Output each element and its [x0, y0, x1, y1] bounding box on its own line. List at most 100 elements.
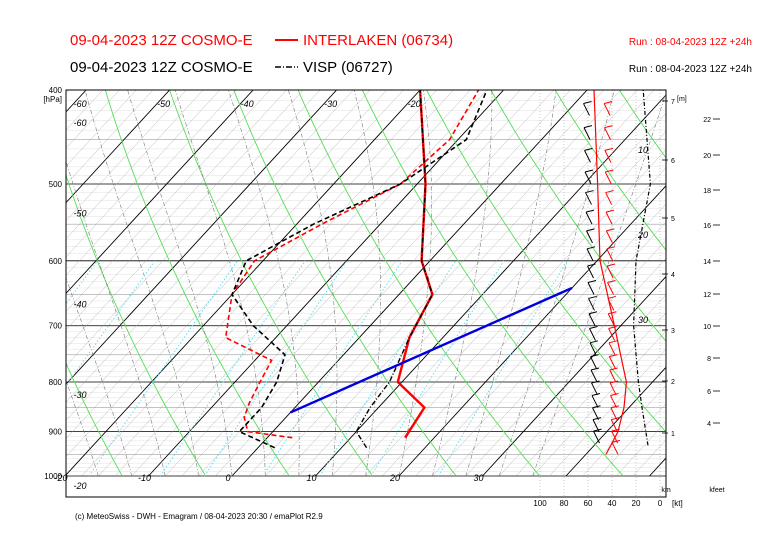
visp-wind-barb: [590, 356, 597, 369]
dry-adiabat-line: [426, 90, 666, 433]
moist-adiabat-line: [228, 90, 300, 477]
interlaken-wind-barb: [611, 442, 619, 455]
temperature-tick-label: 30: [473, 473, 483, 483]
visp-wind-barb: [589, 342, 597, 356]
height-kfeet-unit-label: kfeet: [709, 487, 724, 494]
isotherm-minor-line: [599, 403, 666, 477]
visp-wind-barb-flag: [588, 311, 598, 315]
visp-wind-barb: [592, 419, 600, 432]
isotherm-minor-line: [666, 90, 766, 476]
visp-wind-barb: [588, 313, 596, 326]
isotherm-minor-line: [66, 90, 287, 330]
isotherm-minor-line: [66, 90, 404, 458]
isotherm-minor-line: [582, 385, 666, 477]
visp-wind-barb: [589, 328, 596, 341]
visp-wind-barb: [583, 127, 591, 140]
isotherm-minor-line: [66, 90, 103, 131]
interlaken-wind-barb: [605, 230, 613, 244]
isotherm-line: [733, 90, 766, 476]
height-kfeet-tick-label: 18: [703, 188, 711, 195]
interlaken-wind-barb-flag: [608, 311, 617, 315]
dry-adiabat-line: [233, 90, 457, 477]
isotherm-minor-line: [415, 203, 666, 477]
wind-panel-label: 20: [637, 230, 648, 240]
isotherm-line: [231, 90, 588, 477]
moist-adiabat-line: [174, 90, 266, 477]
pressure-tick-label: 1000: [44, 472, 62, 481]
isotherm-minor-line: [683, 90, 766, 476]
height-kfeet-tick-label: 8: [707, 356, 711, 363]
visp-wind-barb-flag: [591, 380, 600, 384]
isotherm-line: [0, 90, 3, 476]
isotherm-minor-line: [66, 90, 137, 167]
isotherm-minor-line: [0, 90, 36, 476]
visp-wind-barb-flag: [593, 428, 602, 432]
temperature-tick-label: 0: [225, 473, 230, 483]
mixing-ratio-line: [66, 260, 156, 387]
isotherm-minor-line: [66, 90, 220, 258]
moist-adiabat-line: [66, 379, 99, 477]
wind-scale-tick-label: 0: [658, 499, 663, 508]
interlaken-wind-barb-flag: [610, 393, 619, 397]
interlaken-wind-barb: [609, 369, 617, 383]
isotherm-minor-line: [499, 294, 666, 477]
interlaken-wind-barb: [611, 430, 619, 444]
moist-adiabat-line: [66, 159, 166, 477]
isotherm-minor-line: [382, 167, 666, 477]
interlaken-wind-barb: [606, 265, 614, 279]
mixing-ratio-line: [159, 260, 306, 477]
isotherm-minor-line: [66, 90, 187, 222]
isotherm-minor-line: [81, 90, 437, 477]
wind-panel-label: 10: [638, 145, 648, 155]
interlaken-wind-barb: [608, 328, 616, 341]
interlaken-wind-barb-flag: [611, 439, 621, 443]
dry-adiabat-line: [297, 90, 541, 477]
isotherm-minor-line: [298, 90, 655, 477]
wind-panel-label: 30: [638, 315, 648, 325]
km-label: km: [661, 487, 671, 494]
temperature-tick-label: 20: [389, 473, 400, 483]
footer-credit: (c) MeteoSwiss - DWH - Emagram / 08-04-2…: [75, 512, 323, 521]
interlaken-wind-barb-flag: [604, 101, 613, 105]
interlaken-wind-barb-flag: [607, 280, 616, 284]
height-kfeet-tick-label: 10: [703, 324, 711, 331]
plot-inner: [0, 90, 766, 497]
isotherm-line: [66, 90, 254, 295]
moist-adiabat-line: [432, 90, 493, 477]
dry-adiabat-line: [490, 90, 666, 342]
plot-frame: [65, 89, 667, 498]
interlaken-wind-barb: [606, 248, 614, 262]
visp-wind-barb: [585, 211, 593, 225]
header-line1-left: 09-04-2023 12Z COSMO-E: [70, 32, 253, 49]
visp-wind-barb-flag: [585, 190, 594, 194]
interlaken-wind-barb: [604, 171, 612, 185]
dry-adiabat-line: [104, 90, 290, 477]
header-line2-right: Run : 08-04-2023 12Z +24h: [629, 64, 752, 75]
visp-wind-barb-flag: [587, 280, 597, 284]
interlaken-wind-barb: [608, 342, 616, 356]
wind-scale-tick-label: 60: [584, 499, 593, 508]
interlaken-wind-barb-flag: [606, 246, 615, 250]
header-line2-left: 09-04-2023 12Z COSMO-E: [70, 59, 253, 76]
visp-wind-barb: [588, 298, 595, 311]
isotherm-minor-line: [248, 90, 604, 477]
interlaken-wind-barb: [604, 150, 612, 163]
height-kfeet-tick-label: 22: [703, 117, 711, 124]
header-line1-right: Run : 08-04-2023 12Z +24h: [629, 37, 752, 48]
pressure-tick-label: 900: [49, 428, 63, 437]
isotherm-line: [66, 90, 337, 385]
moist-adiabat-line: [66, 276, 133, 477]
pressure-tick-label: 600: [49, 257, 63, 266]
interlaken-wind-barb-flag: [605, 209, 615, 213]
visp-wind-barb-flag: [588, 295, 597, 299]
height-kfeet-tick-label: 12: [703, 292, 711, 299]
interlaken-wind-barb-flag: [605, 190, 614, 194]
temperature-tick-label: 10: [306, 473, 316, 483]
interlaken-wind-barb: [609, 382, 617, 396]
interlaken-wind-barb: [604, 127, 611, 140]
visp-wind-barb: [586, 230, 593, 244]
isotherm-line: [315, 94, 666, 477]
isotherm-minor-line: [332, 112, 666, 477]
